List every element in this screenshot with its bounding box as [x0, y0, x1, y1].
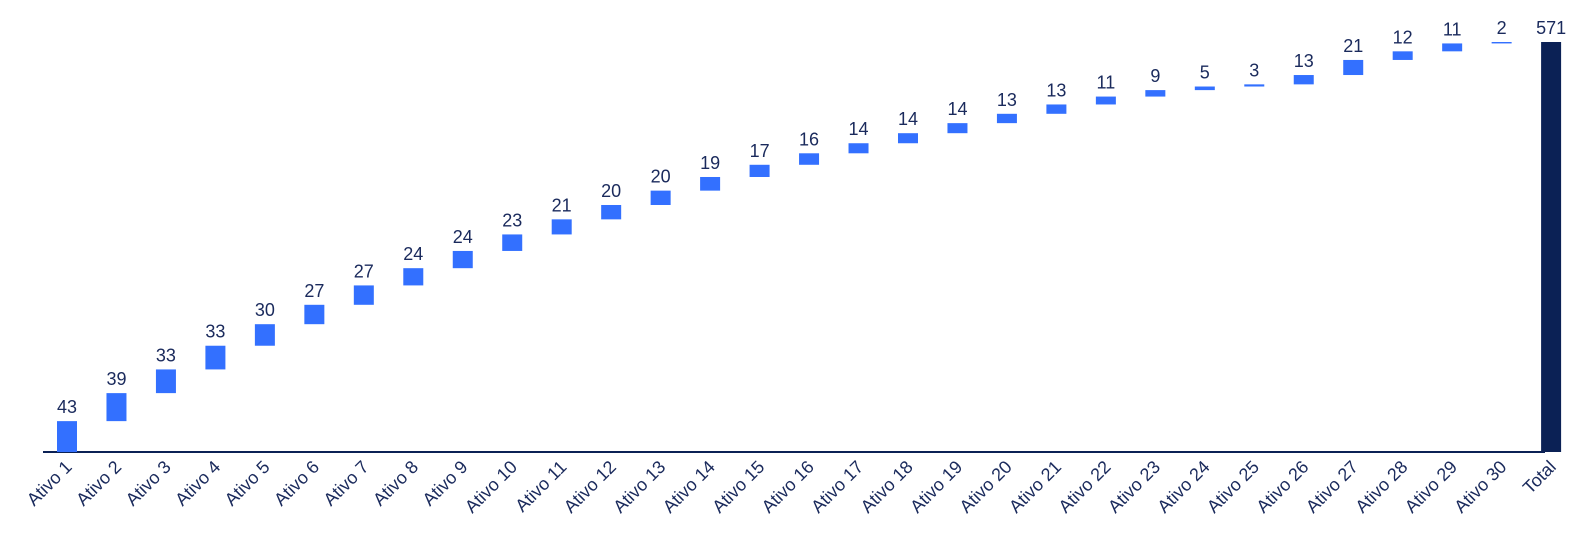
bar — [551, 219, 572, 235]
x-tick-label: Ativo 26 — [1252, 457, 1312, 517]
x-tick-label: Ativo 14 — [659, 457, 719, 517]
bar — [1293, 75, 1314, 85]
bar — [996, 113, 1017, 124]
value-label: 19 — [700, 153, 720, 173]
value-label: 571 — [1536, 18, 1566, 38]
bar — [57, 421, 77, 452]
value-label: 13 — [1046, 80, 1066, 100]
x-tick-label: Ativo 30 — [1450, 457, 1510, 517]
value-label: 27 — [304, 281, 324, 301]
x-tick-label: Ativo 7 — [320, 457, 373, 510]
x-tick-label: Ativo 10 — [461, 457, 521, 517]
value-label: 16 — [799, 129, 819, 149]
value-label: 21 — [552, 195, 572, 215]
value-label: 14 — [898, 109, 918, 129]
x-tick-label: Ativo 21 — [1005, 457, 1065, 517]
value-label: 13 — [997, 90, 1017, 110]
bar — [502, 234, 523, 251]
bar — [1442, 43, 1463, 52]
x-tick-label: Ativo 20 — [956, 457, 1016, 517]
bar — [254, 324, 275, 346]
value-label: 24 — [453, 227, 473, 247]
bar — [1392, 51, 1413, 60]
x-tick-label: Ativo 2 — [72, 457, 125, 510]
bar — [1244, 84, 1265, 87]
value-label: 39 — [106, 369, 126, 389]
value-label: 11 — [1443, 19, 1462, 39]
bar — [897, 133, 918, 144]
bar — [205, 345, 226, 370]
bar — [601, 204, 622, 220]
value-label: 11 — [1097, 73, 1116, 93]
bar — [947, 123, 968, 134]
value-label: 43 — [57, 397, 77, 417]
bar — [403, 268, 424, 286]
x-tick-label: Ativo 17 — [807, 457, 867, 517]
x-tick-label: Ativo 1 — [23, 457, 76, 510]
x-tick-label: Ativo 5 — [221, 457, 274, 510]
bar — [1491, 42, 1512, 44]
bar — [848, 143, 869, 154]
value-label: 9 — [1150, 66, 1160, 86]
value-label: 14 — [849, 119, 869, 139]
x-tick-label: Ativo 8 — [369, 457, 422, 510]
value-label: 2 — [1497, 18, 1507, 38]
bar — [106, 393, 127, 422]
value-label: 24 — [403, 244, 423, 264]
x-tick-label: Ativo 28 — [1351, 457, 1411, 517]
value-label: 3 — [1249, 60, 1259, 80]
x-tick-label: Ativo 13 — [609, 457, 669, 517]
bar — [1095, 96, 1116, 105]
value-label: 20 — [651, 167, 671, 187]
value-label: 23 — [502, 210, 522, 230]
x-tick-label: Ativo 15 — [708, 457, 768, 517]
x-tick-label: Ativo 6 — [270, 457, 323, 510]
bar — [1194, 86, 1215, 91]
value-label: 30 — [255, 300, 275, 320]
bar — [799, 153, 820, 165]
x-tick-label: Ativo 27 — [1302, 457, 1362, 517]
x-tick-label: Ativo 3 — [122, 457, 175, 510]
x-tick-label: Ativo 25 — [1203, 457, 1263, 517]
x-tick-label: Ativo 11 — [511, 457, 570, 516]
bar — [650, 190, 671, 205]
bar — [1046, 104, 1067, 114]
bar — [749, 164, 770, 177]
value-label: 17 — [750, 141, 770, 161]
x-tick-label: Ativo 24 — [1154, 457, 1214, 517]
x-tick-label: Ativo 19 — [906, 457, 966, 517]
bar — [452, 250, 473, 269]
x-tick-label: Ativo 22 — [1055, 457, 1115, 517]
value-label: 13 — [1294, 51, 1314, 71]
x-tick-label: Ativo 12 — [560, 457, 620, 517]
bar — [353, 285, 374, 305]
total-bar — [1541, 42, 1562, 452]
x-tick-label: Ativo 29 — [1401, 457, 1461, 517]
bar — [700, 176, 721, 191]
bar — [155, 369, 176, 394]
bar — [304, 304, 325, 325]
value-label: 5 — [1200, 63, 1210, 83]
x-tick-label: Total — [1519, 457, 1560, 498]
bar — [1145, 90, 1166, 97]
x-tick-label: Ativo 16 — [758, 457, 818, 517]
value-label: 33 — [205, 322, 225, 342]
bar — [1343, 59, 1364, 76]
x-tick-label: Ativo 18 — [857, 457, 917, 517]
value-label: 12 — [1393, 27, 1413, 47]
x-tick-label: Ativo 4 — [171, 457, 224, 510]
value-label: 33 — [156, 345, 176, 365]
value-label: 14 — [947, 99, 967, 119]
value-label: 27 — [354, 261, 374, 281]
value-label: 20 — [601, 181, 621, 201]
x-tick-label: Ativo 23 — [1104, 457, 1164, 517]
value-label: 21 — [1343, 36, 1363, 56]
